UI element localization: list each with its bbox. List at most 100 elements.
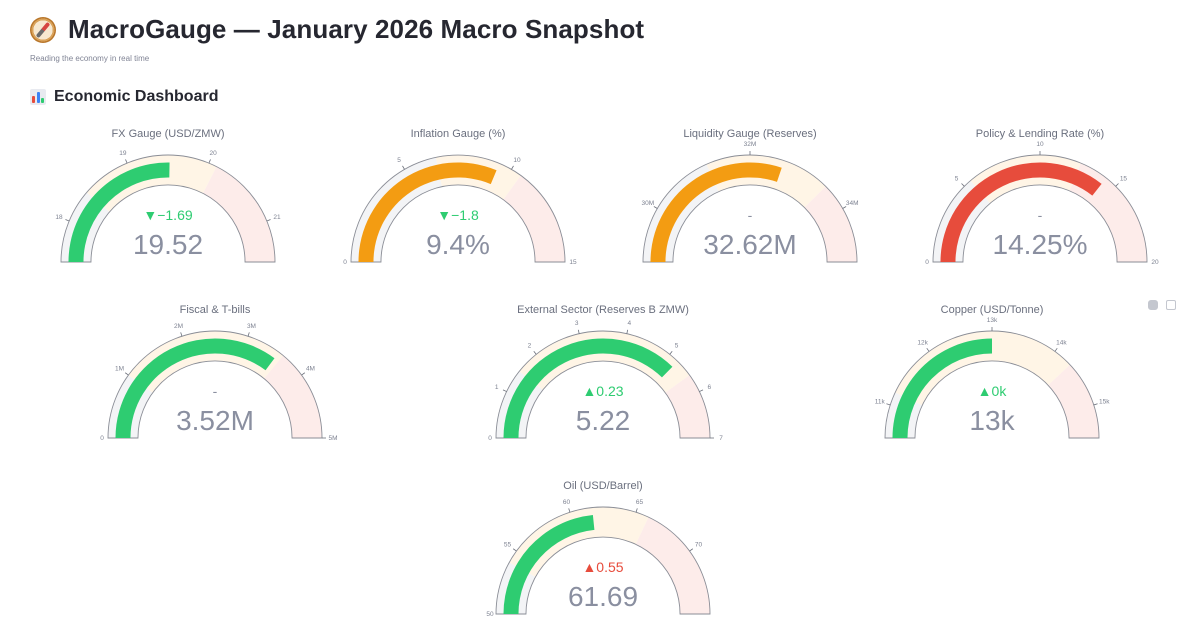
fullscreen-icon[interactable]: [1166, 300, 1176, 310]
gauge-1: FX Gauge (USD/ZMW) 18 19 20 21 ▼−1.69 19.52: [55, 128, 281, 263]
gauge-value: 13k: [969, 405, 1015, 436]
gauge-tick-label: 14k: [1056, 340, 1067, 347]
gauge-min-label: 0: [925, 259, 929, 266]
gauge-value: 3.52M: [176, 405, 254, 436]
gauge-bar: [115, 338, 275, 438]
gauge-max-label: 20: [1151, 259, 1159, 266]
gauge-zone-2: [895, 331, 1070, 406]
title-row: MacroGauge — January 2026 Macro Snapshot: [30, 14, 644, 45]
gauge-tick: [301, 372, 306, 376]
camera-icon[interactable]: [1148, 300, 1158, 310]
gauge-delta: -: [213, 383, 218, 399]
gauge-tick-label: 4: [627, 320, 631, 327]
gauge-tick-label: 13k: [987, 317, 998, 324]
gauge-tick: [533, 350, 537, 355]
gauge-tick-label: 70: [695, 542, 703, 549]
gauge-tick: [511, 165, 514, 170]
gauge-tick-label: 5: [397, 157, 401, 164]
gauge-tick-label: 2M: [174, 323, 183, 330]
gauge-tick: [669, 350, 673, 355]
gauge-tick: [1093, 403, 1098, 406]
gauge-tick-label: 10: [1036, 141, 1044, 148]
gauge-bar: [940, 162, 1102, 262]
gauge-tick: [1054, 347, 1058, 352]
gauge-value: 9.4%: [426, 229, 490, 260]
gauge-tick-label: 20: [210, 150, 218, 157]
gauge-tick-label: 55: [504, 542, 512, 549]
chart-toolbar: [1148, 300, 1176, 310]
gauge-tick-label: 10: [513, 157, 521, 164]
gauge-tick: [886, 403, 891, 406]
gauge-title: Oil (USD/Barrel): [563, 480, 642, 492]
gauge-3: Liquidity Gauge (Reserves) 30M 32M 34M - 32.6…: [641, 128, 859, 263]
gauge-title: External Sector (Reserves B ZMW): [517, 304, 689, 316]
bar-chart-icon: [30, 89, 46, 105]
gauge-title: Policy & Lending Rate (%): [976, 128, 1104, 140]
gauge-delta: ▲0k: [978, 383, 1008, 399]
gauge-value: 14.25%: [993, 229, 1088, 260]
gauge-tick-label: 60: [563, 499, 571, 506]
gauge-tick: [635, 508, 638, 513]
gauge-zone-3: [1048, 364, 1099, 438]
page-header: MacroGauge — January 2026 Macro Snapshot…: [30, 14, 644, 63]
gauge-bar: [68, 162, 170, 262]
gauge-max-label: 15: [569, 259, 577, 266]
gauge-tick: [1115, 183, 1119, 187]
gauge-tick-label: 12k: [917, 340, 928, 347]
gauge-outline: [495, 330, 711, 439]
gauge-outline: [350, 154, 566, 263]
gauge-value: 19.52: [133, 229, 203, 260]
gauge-tick-label: 21: [273, 214, 281, 221]
gauge-value: 61.69: [568, 581, 638, 612]
gauge-zone-2: [509, 507, 649, 577]
gauge-min-label: 0: [100, 435, 104, 442]
gauge-tick-label: 5: [955, 176, 959, 183]
gauge-tick: [208, 159, 211, 164]
gauge-min-label: 50: [486, 611, 494, 618]
gauge-tick-label: 65: [636, 499, 644, 506]
gauge-min-label: 0: [343, 259, 347, 266]
gauge-tick-label: 7: [719, 435, 723, 442]
gauge-tick: [699, 389, 704, 392]
gauge-delta: -: [748, 207, 753, 223]
gauge-tick: [180, 332, 183, 337]
gauge-4: Policy & Lending Rate (%) 5 10 15 0 20 - 14.25%: [925, 128, 1159, 266]
gauge-tick: [502, 389, 507, 392]
gauge-tick-label: 5: [675, 343, 679, 350]
gauge-tick: [124, 372, 129, 376]
section-header: Economic Dashboard: [30, 88, 218, 106]
gauge-delta: ▲0.23: [582, 383, 623, 399]
page-subtitle: Reading the economy in real time: [30, 54, 150, 63]
gauge-tick: [512, 548, 517, 552]
gauge-tick: [926, 347, 930, 352]
gauge-7: Copper (USD/Tonne) 11k 12k 13k 14k 15k ▲0k 13k: [875, 304, 1110, 439]
gauge-5: Fiscal & T-bills 1M 2M 3M 4M 5M 0 - 3.52M: [100, 304, 337, 442]
gauge-title: Inflation Gauge (%): [411, 128, 506, 140]
gauge-delta: ▲0.55: [582, 559, 623, 575]
gauge-tick: [689, 548, 694, 552]
gauge-tick-label: 1M: [115, 366, 124, 373]
gauge-zone-3: [503, 175, 565, 262]
gauge-delta: ▼−1.69: [143, 207, 192, 223]
gauge-tick-label: 3: [575, 320, 579, 327]
gauge-tick-label: 2: [528, 343, 532, 350]
gauge-delta: ▼−1.8: [437, 207, 479, 223]
gauge-min-label: 0: [488, 435, 492, 442]
gauge-tick: [568, 508, 571, 513]
gauge-zone-3: [202, 166, 275, 262]
gauge-delta: -: [1038, 207, 1043, 223]
page-title: MacroGauge — January 2026 Macro Snapshot: [68, 14, 645, 44]
gauge-tick: [653, 206, 658, 209]
gauge-tick: [402, 165, 405, 170]
gauge-tick-label: 3M: [247, 323, 256, 330]
gauge-zone-2: [86, 155, 217, 212]
gauge-tick-label: 4M: [306, 366, 315, 373]
gauge-title: Liquidity Gauge (Reserves): [683, 128, 816, 140]
gauge-tick-label: 32M: [744, 141, 757, 148]
gauge-outline: [107, 330, 323, 439]
gauge-6: External Sector (Reserves B ZMW) 1 2 3 4 5 6 7 0…: [488, 304, 723, 442]
gauge-bar: [503, 515, 595, 614]
gauge-tick: [266, 219, 271, 222]
gauge-bar: [358, 162, 497, 262]
compass-icon: [30, 16, 56, 43]
